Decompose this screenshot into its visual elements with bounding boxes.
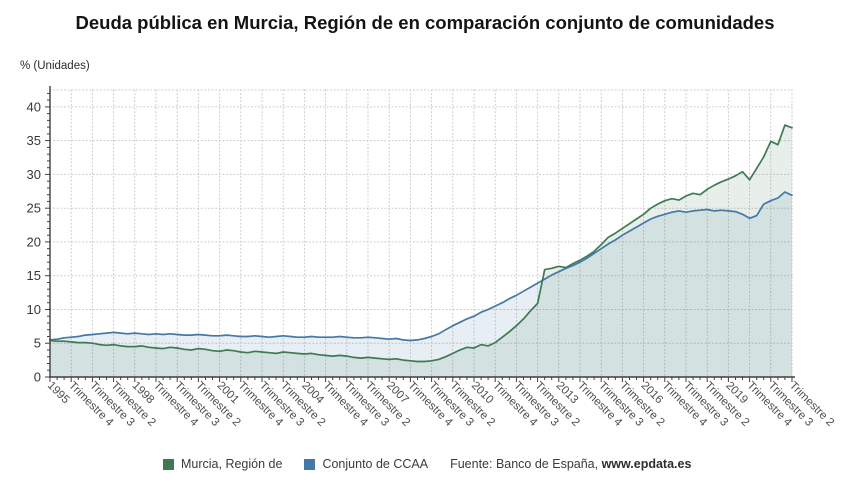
ccaa-series-swatch-icon — [304, 458, 316, 470]
ccaa-line — [49, 191, 793, 342]
legend-item-murcia[interactable]: Murcia, Región de — [163, 457, 282, 471]
svg-text:1995: 1995 — [45, 380, 72, 407]
svg-text:15: 15 — [27, 268, 41, 283]
chart-title: Deuda pública en Murcia, Región de en co… — [75, 12, 775, 33]
svg-text:0: 0 — [34, 370, 41, 385]
axis-ticks — [45, 92, 793, 382]
svg-text:35: 35 — [27, 133, 41, 148]
y-axis-labels: 0 5 10 15 20 25 30 35 40 — [27, 99, 41, 384]
murcia-area — [50, 125, 792, 377]
svg-text:20: 20 — [27, 234, 41, 249]
legend-item-ccaa[interactable]: Conjunto de CCAA — [304, 457, 428, 471]
gridlines — [49, 89, 793, 378]
svg-text:40: 40 — [27, 99, 41, 114]
murcia-line — [49, 124, 793, 363]
murcia-series-swatch-icon — [163, 458, 174, 470]
svg-text:10: 10 — [27, 302, 41, 317]
svg-text:5: 5 — [34, 336, 41, 351]
chart-legend: Murcia, Región de Conjunto de CCAA Fuent… — [163, 457, 691, 471]
y-axis-unit-label: % (Unidades) — [20, 60, 90, 72]
svg-text:25: 25 — [27, 201, 41, 216]
ccaa-area — [50, 192, 792, 377]
source-attribution: Fuente: Banco de España, www.epdata.es — [450, 457, 691, 471]
legend-label-ccaa: Conjunto de CCAA — [322, 457, 429, 471]
source-text: Fuente: Banco de España, — [450, 457, 602, 471]
legend-label-murcia: Murcia, Región de — [181, 457, 283, 471]
svg-text:30: 30 — [27, 167, 41, 182]
axes — [49, 86, 795, 378]
epdata-link[interactable]: www.epdata.es — [601, 457, 692, 471]
